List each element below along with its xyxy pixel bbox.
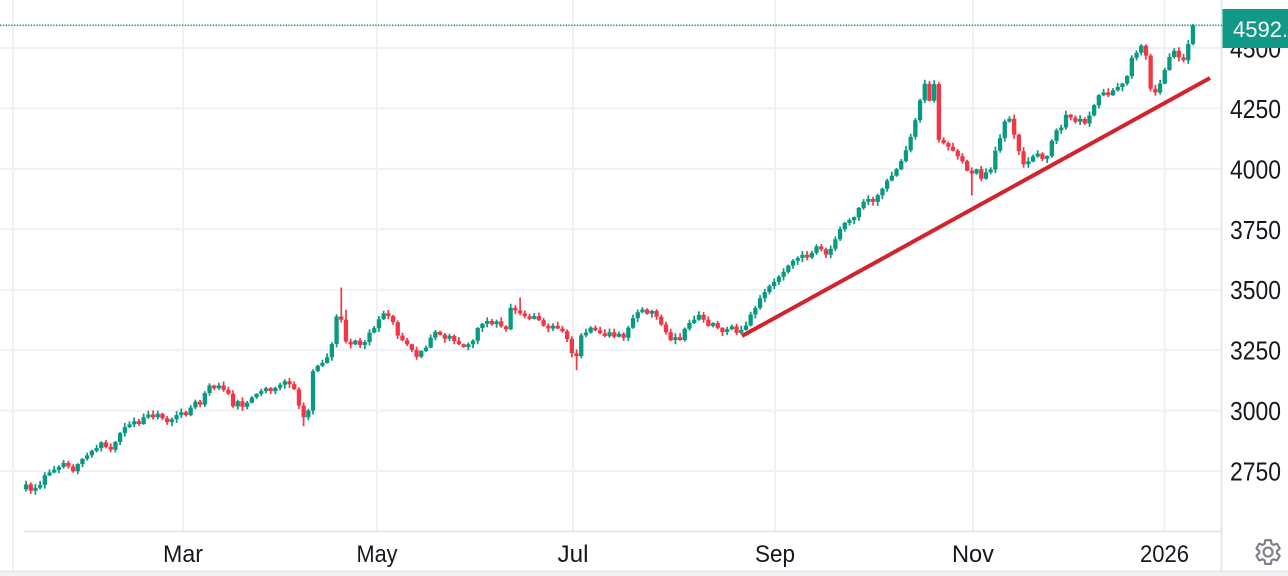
svg-text:3000: 3000 [1230,396,1281,426]
svg-text:3250: 3250 [1230,336,1281,366]
svg-text:Nov: Nov [952,541,994,568]
svg-text:2750: 2750 [1230,457,1281,487]
svg-text:3750: 3750 [1230,215,1281,245]
svg-text:Mar: Mar [163,541,203,568]
svg-text:4250: 4250 [1230,94,1281,124]
svg-text:2026: 2026 [1140,541,1189,568]
svg-text:Sep: Sep [755,541,795,568]
svg-text:3500: 3500 [1230,275,1281,305]
svg-text:4000: 4000 [1230,154,1281,184]
svg-text:May: May [357,541,398,568]
svg-text:4592.5: 4592.5 [1233,17,1288,42]
svg-text:Jul: Jul [558,541,589,568]
